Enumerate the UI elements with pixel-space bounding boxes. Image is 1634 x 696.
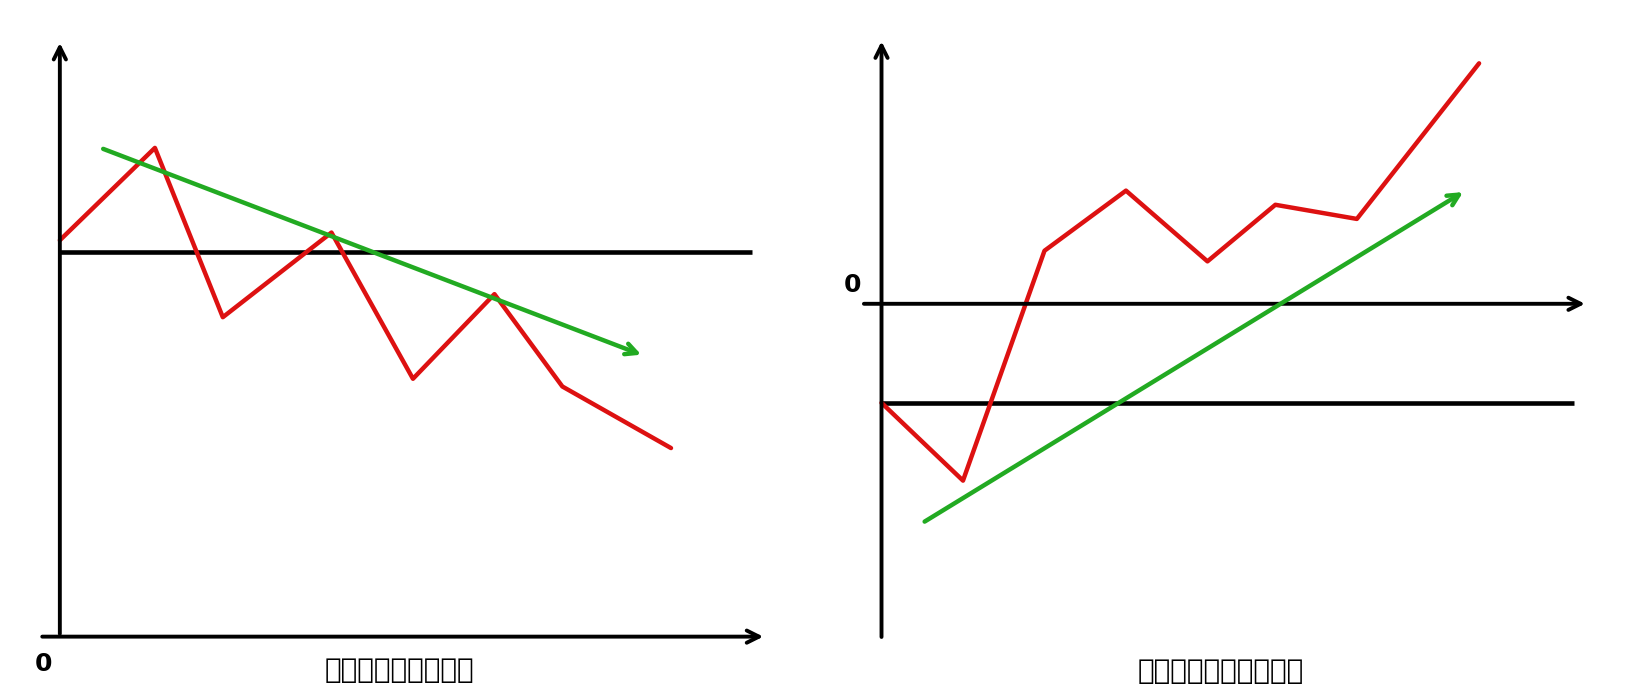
Text: 0: 0 — [843, 273, 861, 296]
Text: ポジティブから慎重: ポジティブから慎重 — [325, 656, 474, 684]
Text: 0: 0 — [34, 652, 52, 676]
Text: ネガティブから客観的: ネガティブから客観的 — [1137, 658, 1304, 686]
